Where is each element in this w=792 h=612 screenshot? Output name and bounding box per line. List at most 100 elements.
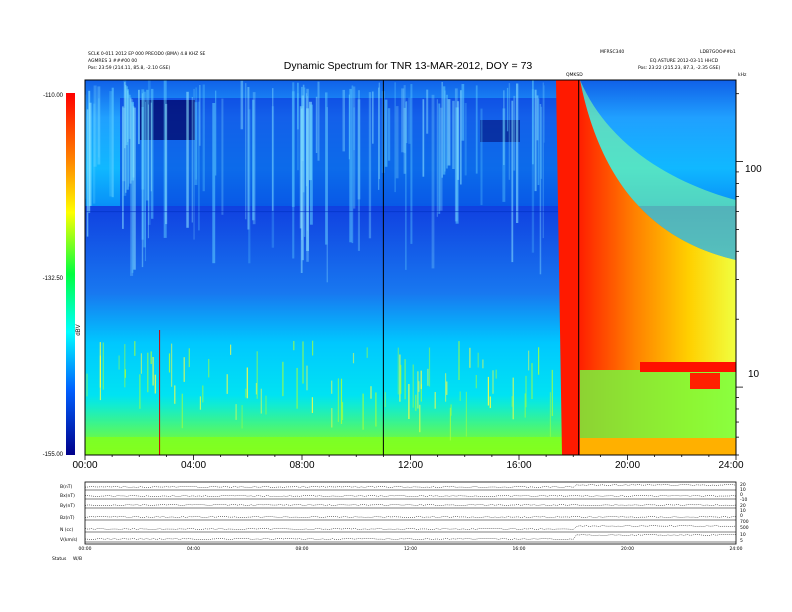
right-tick: 0 bbox=[740, 513, 743, 519]
colorbar-tick-mid: -132.50 bbox=[43, 276, 64, 282]
low-freq-streak bbox=[168, 353, 171, 373]
spectral-streak bbox=[124, 82, 126, 149]
spectral-streak bbox=[401, 88, 405, 153]
spectral-streak bbox=[301, 95, 304, 261]
spectral-streak bbox=[109, 91, 113, 197]
low-freq-streak bbox=[492, 370, 494, 394]
spectral-streak bbox=[368, 92, 372, 239]
lower-panel-right-ticks: 20 10 0 -10 20 10 0 700 500 10 5 bbox=[740, 482, 749, 544]
header-right-top: MFRSC340 bbox=[600, 49, 624, 55]
right-tick: 700 bbox=[740, 519, 749, 525]
spectral-streak bbox=[357, 99, 361, 200]
lower-x-tick: 08:00 bbox=[296, 546, 309, 552]
spectral-streak bbox=[299, 106, 302, 229]
low-freq-streak bbox=[256, 351, 258, 399]
spectral-streak bbox=[131, 103, 134, 273]
spectral-streak bbox=[301, 106, 304, 161]
spectral-streak bbox=[378, 82, 380, 180]
dark-patch-1 bbox=[140, 100, 195, 140]
low-freq-streak bbox=[331, 408, 333, 428]
spectral-streak bbox=[405, 101, 407, 270]
low-freq-streak bbox=[312, 340, 314, 356]
low-freq-streak bbox=[352, 353, 355, 364]
spectral-streak bbox=[301, 86, 303, 159]
spectral-streak bbox=[141, 107, 144, 240]
spectral-streak bbox=[353, 107, 355, 151]
low-freq-streak bbox=[183, 357, 185, 382]
spectral-streak bbox=[378, 87, 380, 190]
low-freq-streak bbox=[384, 392, 386, 407]
spectral-streak bbox=[384, 99, 388, 167]
spectral-streak bbox=[452, 100, 455, 169]
low-freq-streak bbox=[420, 384, 422, 402]
low-freq-streak bbox=[181, 393, 183, 429]
low-freq-streak bbox=[477, 352, 479, 368]
colorbar bbox=[66, 93, 75, 455]
y-tick-label-10: 10 bbox=[748, 369, 760, 380]
spectral-streak bbox=[536, 95, 539, 141]
spectral-streak bbox=[543, 85, 545, 143]
spectral-streak bbox=[163, 80, 167, 238]
lower-row-trace bbox=[84, 495, 737, 497]
spectral-streak bbox=[438, 103, 441, 214]
lower-panel-frame bbox=[84, 481, 737, 545]
low-freq-streak bbox=[245, 388, 247, 398]
spectral-streak bbox=[444, 90, 446, 172]
lower-panel-rows: B(nT) Bx(nT) By(nT) Bz(nT) N (cc) V(km/s… bbox=[60, 484, 78, 543]
spectral-streak bbox=[426, 89, 429, 134]
x-tick-label: 08:00 bbox=[289, 460, 314, 471]
lower-x-tick: 24:00 bbox=[730, 546, 743, 552]
low-freq-streak bbox=[246, 367, 248, 399]
spectral-streak bbox=[395, 106, 399, 179]
spectral-streak bbox=[85, 94, 87, 199]
x-tick-label: 24:00 bbox=[718, 460, 743, 471]
low-freq-streak bbox=[482, 359, 484, 369]
low-freq-streak bbox=[188, 348, 190, 368]
spectral-streak bbox=[513, 95, 516, 171]
low-freq-streak bbox=[366, 347, 368, 358]
low-freq-streak bbox=[341, 402, 344, 420]
low-freq-streak bbox=[134, 341, 136, 356]
spectral-streak bbox=[309, 104, 313, 225]
burst-red-strip bbox=[640, 362, 736, 372]
spectral-streak bbox=[297, 82, 299, 130]
lower-panel-traces bbox=[84, 484, 737, 543]
right-tick: 20 bbox=[740, 482, 746, 488]
low-freq-streak bbox=[495, 369, 497, 379]
low-freq-streak bbox=[174, 385, 176, 404]
spectral-streak bbox=[301, 107, 303, 240]
right-tick: 20 bbox=[740, 503, 746, 509]
lower-x-tick: 16:00 bbox=[513, 546, 526, 552]
spectral-streak bbox=[92, 103, 96, 204]
spectral-streak bbox=[315, 96, 318, 153]
lower-row-trace bbox=[84, 516, 737, 518]
header-right-pos: Pos: 23:22 (215.23, 87.3, -2.35 GSE) bbox=[638, 65, 720, 71]
header-right-mid: EQ.ASTURE 2012-03-11 HHCD bbox=[650, 58, 719, 64]
spectral-streak bbox=[133, 107, 136, 270]
spectral-streak bbox=[141, 89, 145, 190]
right-tick: 10 bbox=[740, 487, 746, 493]
spectral-streak bbox=[128, 94, 131, 139]
spectral-streak bbox=[93, 85, 97, 167]
low-freq-streak bbox=[415, 394, 417, 411]
low-freq-streak bbox=[465, 391, 467, 437]
spectral-streak bbox=[291, 91, 295, 207]
colorbar-tick-top: -110.00 bbox=[43, 93, 64, 99]
low-freq-streak bbox=[302, 341, 304, 384]
y-axis-tick-marks bbox=[84, 93, 743, 460]
low-freq-streak bbox=[446, 381, 448, 395]
low-freq-streak bbox=[235, 404, 237, 420]
low-freq-streak bbox=[375, 392, 377, 427]
spectral-streak bbox=[516, 83, 519, 223]
low-freq-streak bbox=[86, 373, 88, 397]
low-freq-streak bbox=[311, 397, 313, 413]
spectral-streak bbox=[212, 103, 216, 264]
spectral-streak bbox=[537, 98, 540, 185]
footer-status: Status bbox=[52, 556, 67, 562]
spectral-streak bbox=[540, 106, 543, 179]
spectral-streak bbox=[456, 101, 460, 180]
spectral-streak bbox=[342, 89, 345, 152]
lower-panel-x-ticks: 00:00 04:00 08:00 12:00 16:00 20:00 24:0… bbox=[79, 546, 743, 552]
y-tick-label-100: 100 bbox=[745, 164, 762, 175]
spectral-streak bbox=[292, 82, 295, 259]
